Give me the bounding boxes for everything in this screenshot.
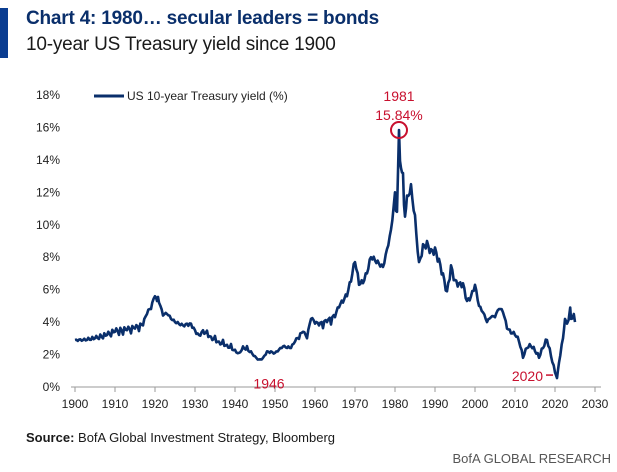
x-tick-label: 2030 [582, 397, 609, 411]
x-tick-label: 1920 [142, 397, 169, 411]
title-accent-bar [0, 8, 8, 58]
y-tick-label: 4% [43, 315, 61, 329]
y-tick-label: 2% [43, 348, 61, 362]
y-tick-label: 6% [43, 283, 61, 297]
x-tick-label: 1990 [422, 397, 449, 411]
peak-value-label: 15.84% [375, 107, 422, 123]
series-layer [74, 128, 577, 380]
chart-subtitle: 10-year US Treasury yield since 1900 [26, 34, 336, 55]
chart-title: Chart 4: 1980… secular leaders = bonds [26, 8, 380, 29]
x-tick-label: 1980 [382, 397, 409, 411]
legend-label: US 10-year Treasury yield (%) [127, 89, 288, 103]
annotations: 1981 15.84% 1946 2020 [253, 88, 553, 391]
source-text: BofA Global Investment Strategy, Bloombe… [78, 430, 336, 445]
series-line-0 [74, 128, 577, 380]
x-tick-label: 1910 [102, 397, 129, 411]
y-tick-label: 12% [36, 185, 60, 199]
y-tick-label: 16% [36, 120, 60, 134]
x-tick-label: 1970 [342, 397, 369, 411]
x-tick-label: 2020 [542, 397, 569, 411]
y-tick-label: 10% [36, 218, 60, 232]
x-tick-label: 2010 [502, 397, 529, 411]
low-1946-label: 1946 [253, 375, 284, 391]
peak-year-label: 1981 [383, 88, 414, 104]
legend: US 10-year Treasury yield (%) [94, 89, 288, 103]
x-tick-label: 1950 [262, 397, 289, 411]
x-tick-label: 1930 [182, 397, 209, 411]
x-tick-label: 1940 [222, 397, 249, 411]
y-tick-label: 8% [43, 250, 61, 264]
x-axis: 1900 1910 1920 1930 1940 1950 1960 1970 1980 1990… [62, 386, 609, 411]
x-tick-label: 1900 [62, 397, 89, 411]
source-note: Source: BofA Global Investment Strategy,… [26, 430, 335, 445]
y-tick-label: 18% [36, 88, 60, 102]
research-credit: BofA GLOBAL RESEARCH [452, 451, 611, 466]
y-axis: 0% 2% 4% 6% 8% 10% 12% 14% 16% 18% [36, 88, 60, 394]
source-label: Source: [26, 430, 75, 445]
y-tick-label: 14% [36, 153, 60, 167]
peak-circle [390, 121, 408, 140]
x-tick-label: 2000 [462, 397, 489, 411]
y-tick-label: 0% [43, 380, 61, 394]
yield-line-chart: 0%2%4%6%8%10%12%14%16%18% 1900 1910 1920 19… [36, 88, 609, 411]
x-tick-label: 1960 [302, 397, 329, 411]
low-2020-label: 2020 [512, 368, 543, 384]
